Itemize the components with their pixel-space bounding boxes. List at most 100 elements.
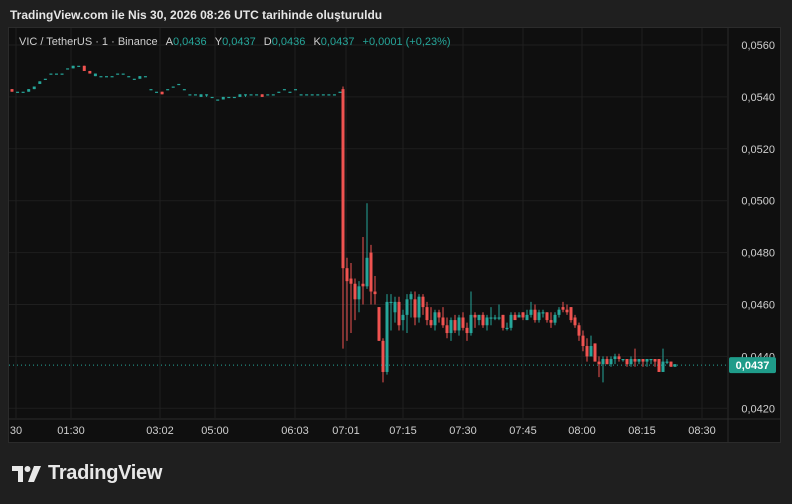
candle-body (155, 91, 159, 93)
candle-body (401, 314, 405, 321)
candle-body (441, 317, 445, 326)
candle-body (277, 91, 281, 93)
candle-body (637, 358, 641, 362)
candle-body (397, 301, 401, 326)
last-price-tag (729, 357, 776, 374)
candle-body (549, 320, 553, 323)
candle-body (653, 358, 657, 362)
candle-body (338, 91, 342, 93)
candle-body (641, 358, 645, 362)
candle-body (417, 296, 421, 318)
candle-body (529, 309, 533, 315)
time-tick-label: 05:00 (201, 425, 229, 437)
price-tick-label: 0,0420 (741, 403, 775, 415)
candle-body (421, 296, 425, 308)
candle-body (477, 314, 481, 321)
candle-body (517, 314, 521, 318)
candle-body (601, 358, 605, 365)
candle-body (238, 94, 242, 97)
candle-body (445, 325, 449, 334)
candle-body (469, 314, 473, 334)
time-tick-label: 01:30 (57, 425, 85, 437)
candle-body (149, 89, 153, 91)
candle-body (49, 73, 53, 75)
candle-body (260, 94, 264, 97)
symbol-label[interactable]: VIC / TetherUS · 1 · Binance (19, 36, 158, 48)
candle-body (121, 73, 125, 75)
candle-body (255, 94, 259, 96)
open-value: 0,0436 (173, 36, 207, 48)
candle-body (457, 317, 461, 331)
candle-body (369, 252, 373, 292)
candle-body (577, 325, 581, 336)
candle-body (669, 361, 673, 367)
candle-body (361, 283, 365, 287)
candle-body (10, 89, 14, 92)
candle-body (605, 358, 609, 365)
candle-body (294, 89, 298, 91)
candle-body (316, 94, 320, 96)
candle-body (38, 81, 42, 84)
candle-body (389, 301, 393, 304)
candle-body (243, 94, 247, 96)
candle-body (393, 301, 397, 313)
candle-body (138, 76, 142, 79)
low-value: 0,0436 (271, 36, 306, 48)
candle-body (365, 257, 369, 287)
candle-body (533, 309, 537, 321)
candle-body (633, 358, 637, 362)
candle-body (77, 65, 81, 67)
candle-body (249, 94, 253, 96)
close-value: 0,0437 (320, 36, 355, 48)
candle-body (425, 307, 429, 321)
time-tick-label: 07:45 (509, 425, 537, 437)
candle-body (205, 94, 209, 96)
candle-body (561, 307, 565, 310)
candle-body (413, 299, 417, 318)
candle-body (385, 301, 389, 372)
candle-body (569, 307, 573, 321)
change-value: +0,0001 (+0,23%) (362, 36, 451, 48)
high-label: Y (214, 36, 223, 48)
candle-body (485, 317, 489, 326)
candle-body (71, 65, 75, 69)
candle-body (629, 358, 633, 365)
candle-body (21, 91, 25, 93)
chart-panel[interactable] (8, 27, 781, 443)
candle-body (433, 312, 437, 326)
candle-body (99, 76, 103, 78)
candle-body (110, 76, 114, 78)
candle-body (271, 94, 275, 96)
open-label: A (165, 36, 173, 48)
time-tick-label: 08:30 (688, 425, 716, 437)
close-label: K (313, 36, 321, 48)
candle-body (381, 340, 385, 372)
time-tick-label: 03:02 (146, 425, 174, 437)
candle-body (193, 94, 197, 96)
candle-body (553, 314, 557, 323)
candle-body (461, 317, 465, 328)
candle-body (657, 358, 661, 372)
candle-body (357, 286, 361, 300)
price-tick-label: 0,0540 (741, 92, 775, 104)
candle-body (645, 358, 649, 362)
candle-body (66, 68, 70, 70)
candle-body (216, 99, 220, 101)
price-tick-label: 0,0480 (741, 248, 775, 260)
candle-body (593, 343, 597, 362)
candle-body (16, 91, 20, 93)
candle-body (505, 327, 509, 330)
price-tick-label: 0,0520 (741, 144, 775, 156)
brand-name: TradingView (48, 462, 163, 484)
candle-body (321, 94, 325, 96)
candle-body (210, 96, 214, 99)
candle-body (449, 320, 453, 334)
candle-body (525, 314, 529, 321)
candle-body (166, 89, 170, 91)
candle-body (565, 309, 569, 313)
candle-body (143, 76, 147, 78)
candle-body (232, 96, 236, 99)
candle-body (501, 314, 505, 328)
price-tick-label: 0,0500 (741, 196, 775, 208)
